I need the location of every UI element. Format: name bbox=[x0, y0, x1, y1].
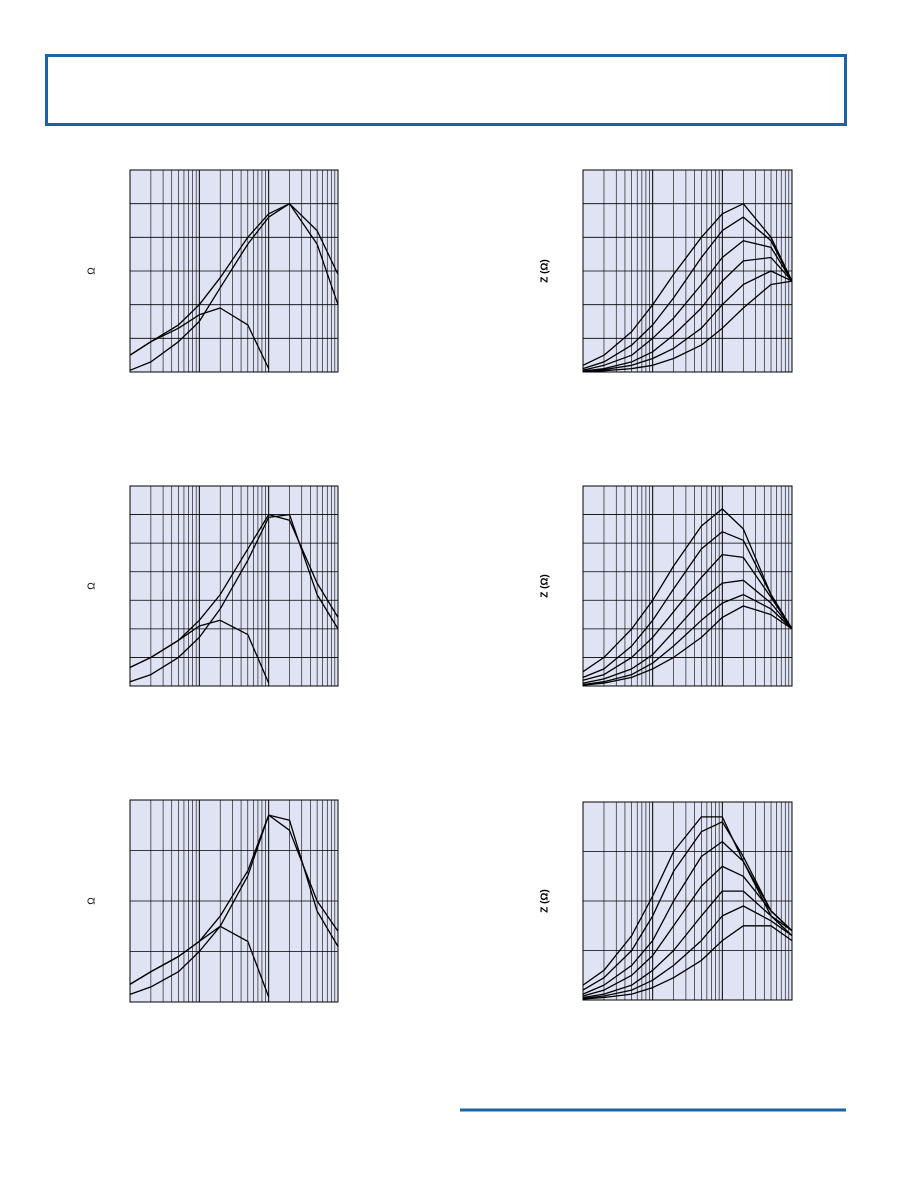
curve bbox=[129, 619, 270, 684]
curve bbox=[582, 240, 793, 371]
curve bbox=[129, 814, 339, 996]
curve bbox=[582, 865, 793, 997]
curve bbox=[582, 531, 793, 679]
header-box bbox=[45, 54, 847, 126]
curve bbox=[582, 203, 793, 366]
y-axis-label: Z (Ω) bbox=[540, 889, 551, 913]
y-axis-label: Ω bbox=[87, 897, 98, 905]
curve bbox=[129, 203, 339, 371]
curve bbox=[582, 890, 793, 999]
curve bbox=[582, 821, 793, 991]
curve bbox=[582, 280, 793, 373]
y-axis-label: Z (Ω) bbox=[540, 259, 551, 283]
curve bbox=[582, 270, 793, 372]
plot-area bbox=[129, 485, 339, 687]
curve bbox=[582, 508, 793, 673]
curve bbox=[129, 307, 270, 369]
curve bbox=[582, 840, 793, 995]
curve bbox=[582, 579, 793, 684]
y-axis-label: Z (Ω) bbox=[540, 574, 551, 598]
curve bbox=[582, 816, 793, 986]
curve bbox=[582, 593, 793, 686]
curve bbox=[129, 513, 339, 683]
curve bbox=[582, 256, 793, 372]
curve bbox=[582, 905, 793, 1000]
curve bbox=[129, 925, 270, 998]
curve bbox=[582, 605, 793, 686]
y-axis-label: Ω bbox=[87, 582, 98, 590]
curve bbox=[582, 216, 793, 370]
y-axis-label: Ω bbox=[87, 267, 98, 275]
curve bbox=[129, 203, 339, 356]
plot-area bbox=[582, 485, 793, 687]
curve bbox=[582, 553, 793, 681]
curve bbox=[582, 925, 793, 1000]
